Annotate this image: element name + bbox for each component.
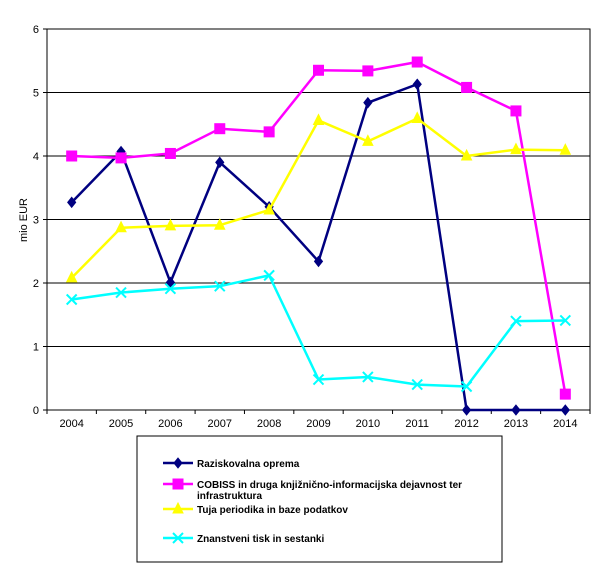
data-point	[214, 280, 226, 292]
legend-box	[136, 435, 503, 563]
data-point	[511, 404, 521, 416]
y-tick-label: 1	[33, 342, 39, 354]
data-point	[313, 255, 324, 268]
series-layer	[65, 56, 572, 416]
data-point	[263, 269, 275, 282]
data-point	[559, 143, 572, 155]
legend-label: Znanstveni tisk in sestanki	[197, 534, 324, 545]
data-point	[461, 404, 472, 416]
series-2	[65, 111, 572, 283]
data-point	[461, 81, 473, 93]
data-point	[263, 126, 275, 138]
data-point	[164, 147, 176, 159]
legend-label: infrastruktura	[197, 491, 262, 502]
data-point	[362, 371, 374, 383]
y-tick-label: 5	[33, 88, 39, 100]
y-tick-label: 6	[33, 24, 39, 36]
legend-label: Tuja periodika in baze podatkov	[197, 505, 348, 516]
data-point	[115, 286, 127, 299]
data-point	[312, 113, 325, 125]
legend-item: Raziskovalna oprema	[163, 457, 300, 470]
legend-label: COBISS in druga knjižnično-informacijska…	[197, 480, 462, 491]
x-tick-label: 2009	[306, 418, 330, 430]
series-1	[66, 56, 571, 400]
data-point	[510, 142, 522, 155]
data-point	[560, 404, 570, 416]
data-point	[214, 123, 226, 135]
data-point	[411, 56, 423, 68]
legend-label: Raziskovalna oprema	[197, 459, 300, 470]
data-point	[215, 156, 225, 169]
data-point	[411, 111, 424, 124]
x-tick-label: 2008	[257, 418, 281, 430]
x-axis: 2004 2005 2006 2007 2008 2009 2010 2011 2012 2013…	[46, 410, 591, 430]
y-tick-label: 2	[33, 278, 39, 290]
data-point	[66, 150, 78, 162]
y-axis: 0 1 2 3 4 5 6	[33, 24, 47, 417]
x-tick-label: 2004	[59, 418, 83, 430]
data-point	[115, 220, 127, 233]
y-tick-label: 0	[33, 405, 39, 417]
data-point	[363, 96, 373, 109]
data-point	[362, 65, 374, 77]
legend-marker	[173, 457, 183, 469]
data-point	[460, 148, 473, 161]
series-3	[65, 269, 572, 393]
legend-item: COBISS in druga knjižnično-informacijska…	[163, 478, 462, 502]
x-tick-label: 2013	[504, 418, 528, 430]
legend-marker	[172, 478, 184, 490]
data-point	[559, 388, 571, 400]
x-tick-label: 2012	[454, 418, 478, 430]
data-point	[559, 314, 572, 327]
x-tick-label: 2010	[356, 418, 380, 430]
x-tick-label: 2007	[208, 418, 232, 430]
data-point	[510, 315, 522, 327]
x-tick-label: 2005	[109, 418, 133, 430]
data-point	[312, 373, 325, 386]
data-point	[362, 134, 374, 146]
data-point	[164, 218, 177, 231]
data-point	[313, 64, 324, 76]
legend: Raziskovalna oprema COBISS in druga knjiž…	[163, 457, 462, 545]
data-point	[460, 380, 473, 393]
gridlines	[47, 92, 590, 347]
legend-item: Znanstveni tisk in sestanki	[163, 532, 324, 545]
data-point	[65, 270, 78, 283]
x-tick-label: 2014	[553, 418, 577, 430]
legend-marker	[172, 532, 184, 544]
data-point	[263, 202, 275, 215]
data-point	[164, 283, 177, 295]
data-point	[65, 293, 78, 306]
data-point	[115, 152, 127, 164]
y-tick-label: 3	[33, 215, 39, 227]
legend-marker	[172, 501, 184, 514]
y-tick-label: 4	[33, 151, 39, 163]
x-tick-label: 2011	[405, 418, 429, 430]
data-point	[412, 78, 422, 91]
data-point	[510, 105, 522, 117]
data-point	[411, 378, 423, 391]
x-tick-label: 2006	[158, 418, 182, 430]
y-axis-title: mio EUR	[18, 198, 30, 242]
data-point	[67, 196, 77, 209]
data-point	[213, 218, 226, 230]
legend-item: Tuja periodika in baze podatkov	[163, 501, 348, 516]
